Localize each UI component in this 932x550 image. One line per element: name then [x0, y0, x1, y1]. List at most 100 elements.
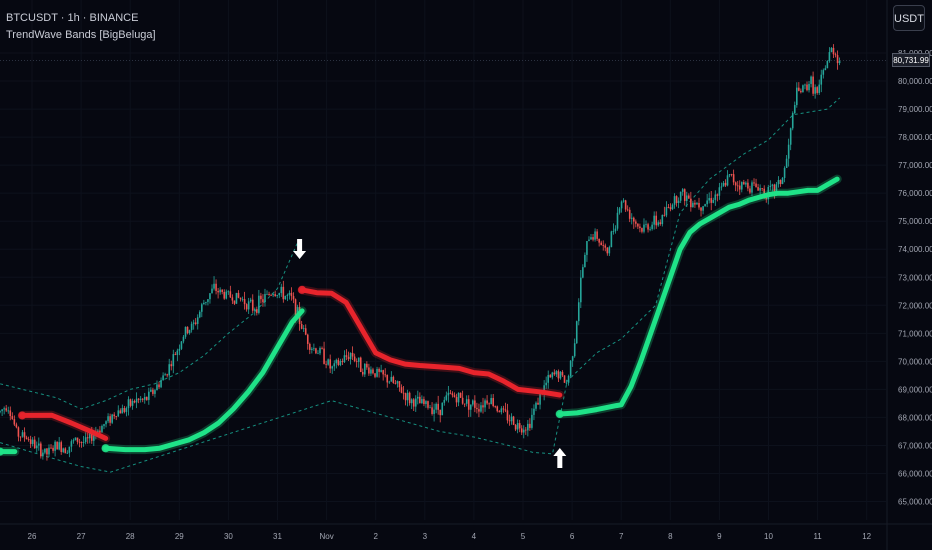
- x-tick-label: 28: [126, 532, 135, 541]
- candle-body: [109, 416, 111, 423]
- candle-body: [129, 399, 132, 406]
- time-axis[interactable]: 26 27 28 29 30 31 Nov 2 3 4 5 6 7 8 9 10 11 12: [0, 523, 932, 541]
- candle-body: [131, 400, 134, 406]
- candle-body: [806, 84, 808, 91]
- candle-body: [749, 188, 751, 193]
- candle-body: [810, 76, 812, 84]
- y-tick-label: 66,000.00: [898, 469, 932, 478]
- symbol-title[interactable]: BTCUSDT · 1h · BINANCE: [6, 12, 139, 24]
- candle-body: [814, 87, 816, 94]
- candle-body: [172, 354, 175, 367]
- candle-body: [796, 87, 798, 106]
- candle-body: [80, 442, 83, 443]
- candle-body: [710, 198, 713, 203]
- candle-body: [160, 380, 162, 388]
- candle-body: [592, 237, 594, 240]
- candle-body: [288, 292, 291, 295]
- candle-body: [52, 447, 54, 451]
- candle-body: [763, 188, 766, 196]
- candle-body: [559, 371, 562, 379]
- y-tick-label: 68,000.00: [898, 413, 932, 422]
- candle-body: [757, 187, 759, 191]
- candle-body: [398, 381, 401, 388]
- candle-body: [233, 300, 236, 304]
- x-tick-label: 4: [472, 532, 477, 541]
- candle-body: [5, 408, 7, 411]
- candle-body: [168, 364, 171, 376]
- candle-body: [522, 429, 525, 433]
- x-tick-label: 3: [423, 532, 428, 541]
- candle-body: [386, 374, 389, 383]
- candle-body: [427, 401, 429, 408]
- candle-body: [251, 299, 254, 311]
- candle-body: [412, 399, 415, 407]
- candle-body: [347, 356, 350, 360]
- candle-body: [789, 128, 792, 145]
- candle-body: [606, 247, 609, 254]
- candle-body: [753, 182, 755, 184]
- candle-body: [217, 290, 219, 293]
- x-tick-label: 9: [717, 532, 722, 541]
- candle-body: [582, 267, 584, 278]
- candle-body: [453, 395, 456, 397]
- candle-body: [241, 299, 244, 300]
- bull-trend-glow: [555, 174, 842, 419]
- candle-body: [182, 336, 185, 342]
- candle-body: [728, 174, 731, 176]
- candle-body: [520, 428, 523, 433]
- candle-body: [38, 443, 40, 446]
- candle-body: [339, 361, 342, 365]
- candle-body: [447, 392, 450, 396]
- candle-body: [671, 204, 674, 210]
- candle-body: [608, 247, 611, 254]
- candle-body: [459, 392, 462, 398]
- candle-body: [832, 47, 835, 55]
- candle-body: [290, 292, 293, 297]
- candle-body: [706, 200, 708, 205]
- candle-body: [647, 224, 649, 230]
- candle-body: [223, 291, 226, 299]
- candle-body: [577, 302, 580, 322]
- bullish-signal-arrow-icon: [553, 448, 567, 468]
- x-tick-label: 29: [175, 532, 184, 541]
- candle-body: [508, 420, 511, 422]
- candle-body: [714, 194, 717, 200]
- y-tick-label: 79,000.00: [898, 105, 932, 114]
- candle-body: [46, 448, 48, 455]
- candle-body: [276, 295, 279, 297]
- candle-body: [188, 330, 191, 334]
- indicator-title[interactable]: TrendWave Bands [BigBeluga]: [6, 29, 156, 41]
- candle-body: [260, 295, 262, 300]
- candle-body: [203, 302, 205, 305]
- candle-body: [410, 399, 413, 404]
- candle-body: [690, 198, 692, 208]
- candle-body: [798, 87, 800, 91]
- candle-body: [628, 209, 631, 219]
- signal-arrows: [293, 239, 567, 468]
- price-axis[interactable]: 65,000.00 66,000.00 67,000.00 68,000.00 69,0…: [886, 0, 932, 550]
- candle-body: [33, 439, 36, 449]
- x-tick-label: 7: [619, 532, 624, 541]
- candle-body: [512, 416, 515, 425]
- candle-body: [590, 237, 592, 240]
- candle-body: [343, 355, 346, 363]
- candle-body: [449, 392, 452, 394]
- currency-button[interactable]: USDT: [893, 5, 925, 31]
- candle-body: [734, 182, 737, 186]
- candle-body: [180, 341, 183, 349]
- candle-body: [62, 448, 65, 453]
- candle-body: [72, 440, 75, 442]
- candle-body: [74, 437, 77, 441]
- candle-body: [804, 84, 806, 86]
- last-price-label: 80,731.99: [892, 53, 930, 67]
- candle-body: [408, 392, 411, 404]
- candle-body: [555, 371, 558, 375]
- y-tick-label: 70,000.00: [898, 357, 932, 366]
- candle-body: [614, 228, 617, 232]
- candle-body: [626, 209, 629, 211]
- bull-trend-start-dot: [555, 410, 564, 419]
- candle-body: [812, 76, 814, 94]
- candle-body: [816, 87, 818, 93]
- candle-body: [820, 74, 823, 85]
